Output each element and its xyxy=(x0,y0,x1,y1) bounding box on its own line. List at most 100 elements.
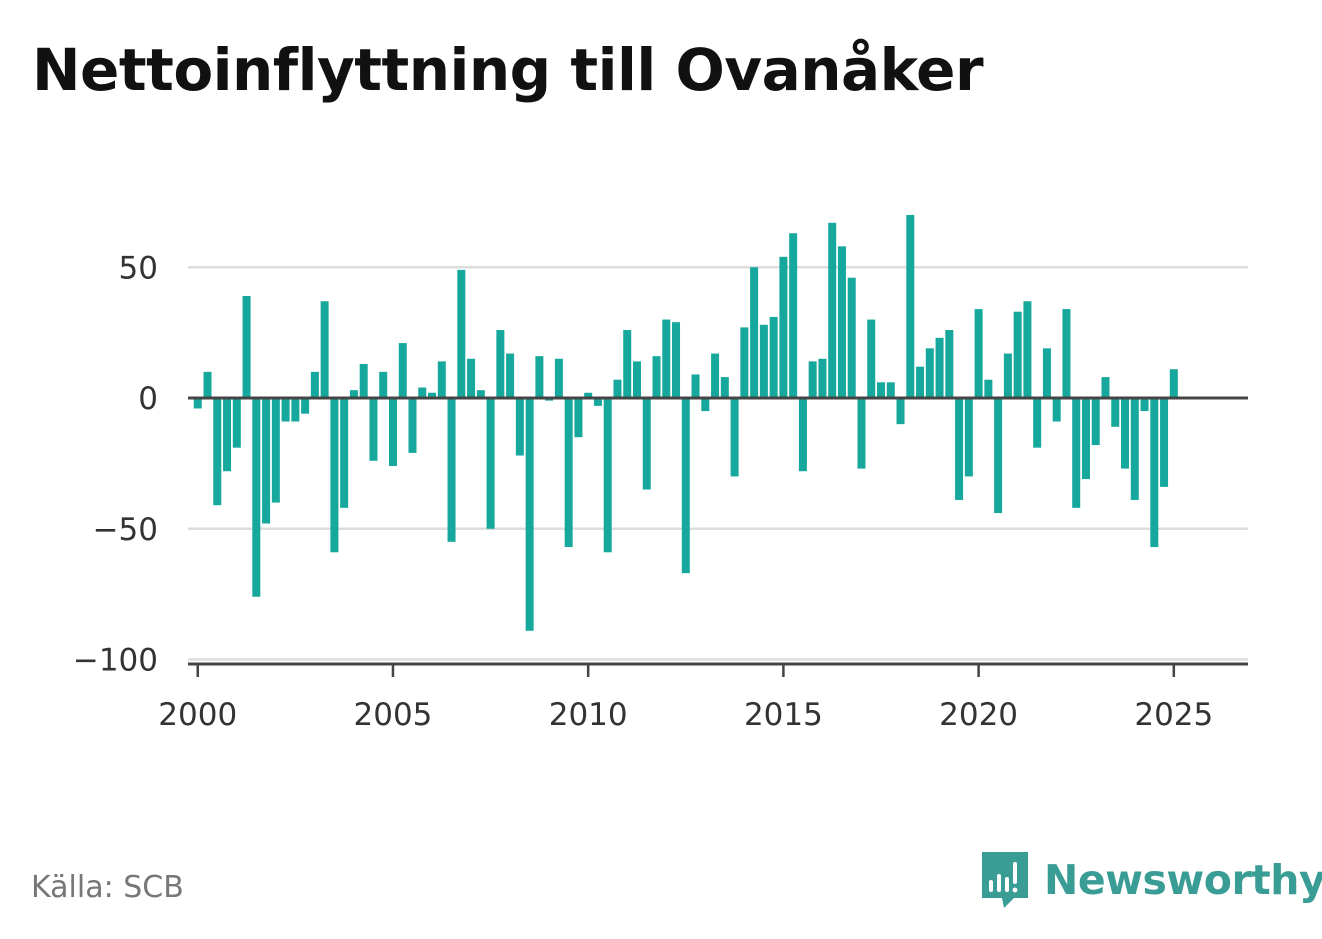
bar xyxy=(818,358,827,398)
bar xyxy=(974,309,983,398)
bar xyxy=(574,398,583,438)
bar xyxy=(457,269,466,398)
bar xyxy=(447,398,456,542)
source-note: Källa: SCB xyxy=(31,870,184,905)
bar xyxy=(662,319,671,398)
bar xyxy=(437,361,446,398)
bar xyxy=(740,327,749,398)
bar xyxy=(1072,398,1081,508)
bar xyxy=(418,387,427,398)
bar xyxy=(506,353,515,398)
bar xyxy=(691,374,700,398)
bar xyxy=(955,398,964,500)
bar xyxy=(340,398,349,508)
bar xyxy=(262,398,271,524)
x-tick-label: 2010 xyxy=(549,697,628,733)
bar xyxy=(701,398,710,412)
bar xyxy=(535,356,544,398)
x-tick-label: 2000 xyxy=(158,697,237,733)
bar xyxy=(623,330,632,398)
bar xyxy=(271,398,280,503)
bar xyxy=(310,371,319,398)
bar xyxy=(301,398,310,414)
bar xyxy=(711,353,720,398)
bar xyxy=(242,296,251,398)
bar xyxy=(369,398,378,461)
bar xyxy=(798,398,807,472)
bar xyxy=(681,398,690,574)
bar xyxy=(916,366,925,398)
bar xyxy=(1052,398,1061,422)
bar xyxy=(750,267,759,398)
bar xyxy=(730,398,739,477)
brand-logo[interactable]: Newsworthy xyxy=(980,848,1322,912)
x-tick-label: 2015 xyxy=(744,697,823,733)
bar xyxy=(945,330,954,398)
bar xyxy=(213,398,222,506)
bar xyxy=(1169,369,1178,398)
bar xyxy=(486,398,495,529)
bar xyxy=(906,214,915,398)
bar xyxy=(1111,398,1120,427)
bar xyxy=(935,337,944,398)
bar xyxy=(964,398,973,477)
y-tick-label: 50 xyxy=(119,250,158,286)
bar xyxy=(1130,398,1139,500)
bar xyxy=(349,390,358,398)
bar xyxy=(388,398,397,466)
bar xyxy=(1062,309,1071,398)
bar xyxy=(877,382,886,398)
bar xyxy=(428,392,437,398)
bar xyxy=(867,319,876,398)
bar xyxy=(1023,301,1032,398)
y-tick-label: 0 xyxy=(138,381,158,417)
bar xyxy=(642,398,651,490)
bar xyxy=(193,398,202,409)
x-axis-labels: 2000 2005 2010 2015 2020 2025 xyxy=(158,697,1213,733)
bar xyxy=(252,398,261,597)
bar xyxy=(1140,398,1149,412)
bar xyxy=(603,398,612,553)
axes xyxy=(188,396,1248,677)
bar xyxy=(828,222,837,398)
bar xyxy=(896,398,905,425)
bar xyxy=(525,398,534,631)
bar xyxy=(759,324,768,398)
bar xyxy=(769,316,778,398)
bar xyxy=(1091,398,1100,446)
bar xyxy=(837,246,846,398)
bar xyxy=(320,301,329,398)
bar xyxy=(1101,377,1110,398)
gridlines xyxy=(188,266,1248,661)
bar xyxy=(593,398,602,406)
chart-title: Nettoinflyttning till Ovanåker xyxy=(32,36,984,104)
x-tick-label: 2025 xyxy=(1134,697,1213,733)
bar xyxy=(652,356,661,398)
bar xyxy=(672,322,681,398)
bar xyxy=(281,398,290,422)
bar xyxy=(223,398,232,472)
y-tick-label: −100 xyxy=(73,643,158,679)
bar xyxy=(398,343,407,398)
bar xyxy=(632,361,641,398)
bar xyxy=(779,256,788,398)
brand-name: Newsworthy xyxy=(1044,856,1322,904)
bar xyxy=(330,398,339,553)
bar xyxy=(1160,398,1169,487)
bar xyxy=(1081,398,1090,480)
bar xyxy=(496,330,505,398)
bar xyxy=(1150,398,1159,548)
y-tick-label: −50 xyxy=(93,512,158,548)
bar xyxy=(1121,398,1130,469)
bars xyxy=(193,214,1178,631)
bar xyxy=(291,398,300,422)
bar xyxy=(994,398,1003,514)
bar xyxy=(1042,348,1051,398)
y-axis-labels: 50 0 −50 −100 xyxy=(73,250,158,678)
bar xyxy=(857,398,866,469)
bar xyxy=(720,377,729,398)
bar xyxy=(1003,353,1012,398)
bar xyxy=(584,392,593,398)
x-tick-label: 2020 xyxy=(939,697,1018,733)
